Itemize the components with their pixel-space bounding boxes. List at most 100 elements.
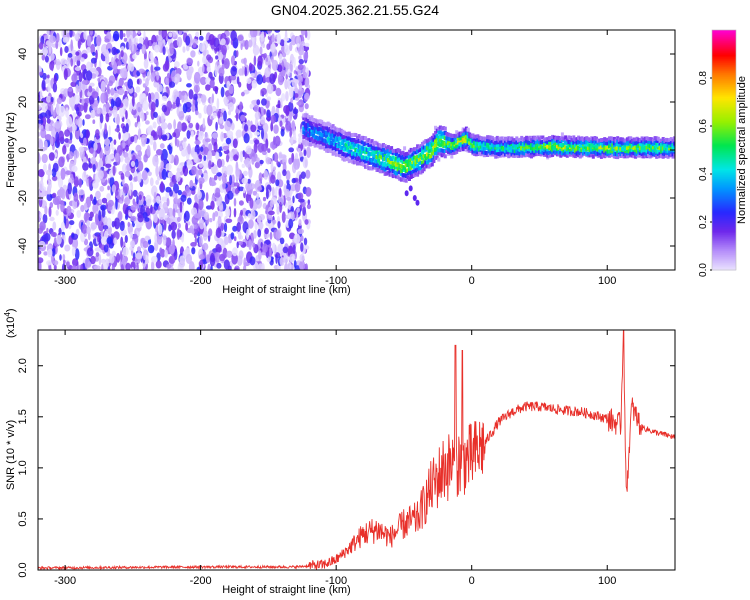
heatmap-noise-cell xyxy=(216,262,222,269)
heatmap-ridge-cell xyxy=(318,140,322,145)
heatmap-noise-cell xyxy=(298,151,303,158)
heatmap-ridge-cell xyxy=(328,141,332,146)
heatmap-noise-cell xyxy=(131,108,137,116)
heatmap-noise-cell xyxy=(175,96,180,108)
heatmap-noise-cell xyxy=(265,189,269,200)
heatmap-ridge-cell xyxy=(369,142,372,147)
heatmap-ridge-cell xyxy=(349,149,353,154)
heatmap-ridge-cell xyxy=(590,153,594,158)
heatmap-ridge-cell xyxy=(331,151,335,156)
heatmap-ridge-cell xyxy=(569,140,572,145)
heatmap-ridge-cell xyxy=(339,145,343,150)
colorbar-cell xyxy=(712,118,736,121)
heatmap-noise-cell xyxy=(145,120,150,125)
heatmap-ridge-cell xyxy=(665,146,668,151)
heatmap-ridge-cell xyxy=(635,141,639,146)
heatmap-ridge-cell xyxy=(473,136,477,141)
heatmap-noise-cell xyxy=(104,144,111,156)
heatmap-ridge-cell xyxy=(440,140,444,145)
heatmap-noise-cell xyxy=(153,57,157,64)
heatmap-ridge-cell xyxy=(448,133,452,138)
heatmap-ridge-cell xyxy=(344,138,348,143)
heatmap-ridge-cell xyxy=(599,141,603,146)
heatmap-ridge-cell xyxy=(321,125,325,130)
heatmap-ridge-cell xyxy=(652,152,655,156)
heatmap-noise-cell xyxy=(303,149,307,157)
heatmap-ridge-cell xyxy=(482,153,486,158)
heatmap-noise-cell xyxy=(108,125,111,137)
heatmap-ridge-cell xyxy=(346,131,350,136)
heatmap-noise-cell xyxy=(83,238,89,246)
heatmap-ridge-cell xyxy=(601,153,605,158)
heatmap-ridge-cell xyxy=(655,136,659,141)
heatmap-ridge-cell xyxy=(508,136,512,141)
heatmap-noise-cell xyxy=(304,42,310,47)
heatmap-ridge-cell xyxy=(342,135,346,140)
heatmap-ridge-cell xyxy=(430,139,434,144)
heatmap-ridge-cell xyxy=(599,145,603,150)
heatmap-noise-cell xyxy=(131,41,134,52)
heatmap-ridge-cell xyxy=(395,162,398,167)
heatmap-noise-cell xyxy=(233,236,237,242)
heatmap-ridge-cell xyxy=(313,135,317,140)
heatmap-ridge-cell xyxy=(367,143,371,147)
heatmap-ridge-cell xyxy=(429,137,433,142)
heatmap-noise-cell xyxy=(273,124,279,134)
heatmap-noise-cell xyxy=(73,192,79,202)
heatmap-noise-cell xyxy=(302,71,308,79)
heatmap-ridge-cell xyxy=(385,149,389,154)
heatmap-ridge-cell xyxy=(653,152,657,157)
heatmap-noise-cell xyxy=(267,148,271,153)
heatmap-ridge-cell xyxy=(645,148,649,153)
heatmap-noise-cell xyxy=(285,120,292,131)
heatmap-noise-cell xyxy=(290,87,294,98)
heatmap-ridge-cell xyxy=(567,150,571,155)
heatmap-ridge-cell xyxy=(347,152,351,157)
heatmap-noise-cell xyxy=(214,86,218,95)
heatmap-noise-cell xyxy=(160,153,164,162)
heatmap-noise-cell xyxy=(153,213,158,223)
heatmap-noise-cell xyxy=(262,122,269,133)
heatmap-ridge-cell xyxy=(547,143,551,148)
heatmap-ridge-cell xyxy=(609,151,613,155)
heatmap-ridge-cell xyxy=(365,147,369,152)
heatmap-noise-cell xyxy=(142,100,149,112)
colorbar-cell xyxy=(712,114,736,117)
heatmap-noise-cell xyxy=(42,213,48,224)
heatmap-noise-cell xyxy=(252,242,256,248)
heatmap-noise-cell xyxy=(170,104,177,109)
heatmap-noise-cell xyxy=(94,232,101,237)
heatmap-ridge-cell xyxy=(544,149,548,154)
heatmap-ridge-cell xyxy=(507,154,511,159)
heatmap-ridge-cell xyxy=(556,147,559,151)
heatmap-noise-cell xyxy=(279,201,282,213)
heatmap-ridge-cell xyxy=(391,174,395,179)
heatmap-noise-cell xyxy=(38,131,41,137)
heatmap-noise-cell xyxy=(175,171,181,182)
heatmap-noise-cell xyxy=(111,184,117,193)
heatmap-noise-cell xyxy=(292,244,296,254)
heatmap-ridge-cell xyxy=(541,140,545,144)
heatmap-noise-cell xyxy=(119,250,123,263)
heatmap-noise-cell xyxy=(158,208,165,221)
heatmap-ridge-cell xyxy=(614,155,618,159)
heatmap-ridge-cell xyxy=(333,137,337,142)
heatmap-ridge-cell xyxy=(543,151,546,156)
heatmap-noise-cell xyxy=(146,145,151,157)
heatmap-noise-cell xyxy=(170,221,178,231)
heatmap-ridge-cell xyxy=(486,143,490,148)
heatmap-noise-cell xyxy=(273,152,279,163)
heatmap-noise-cell xyxy=(186,159,193,170)
heatmap-ridge-cell xyxy=(443,144,447,149)
heatmap-noise-cell xyxy=(198,199,204,211)
heatmap-noise-cell xyxy=(95,190,101,200)
colorbar-cell xyxy=(712,242,736,245)
heatmap-ridge-cell xyxy=(437,135,441,140)
colorbar-cell xyxy=(712,134,736,137)
heatmap-noise-cell xyxy=(123,151,129,158)
heatmap-ridge-cell xyxy=(536,135,540,140)
heatmap-noise-cell xyxy=(277,64,283,73)
heatmap-ridge-cell xyxy=(303,123,307,128)
heatmap-ridge-cell xyxy=(435,134,439,138)
heatmap-noise-cell xyxy=(266,43,271,50)
